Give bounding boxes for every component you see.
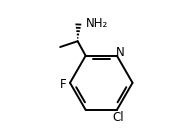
Text: Cl: Cl [113,111,124,124]
Text: NH₂: NH₂ [86,17,109,30]
Text: N: N [116,46,125,59]
Text: F: F [60,78,66,91]
